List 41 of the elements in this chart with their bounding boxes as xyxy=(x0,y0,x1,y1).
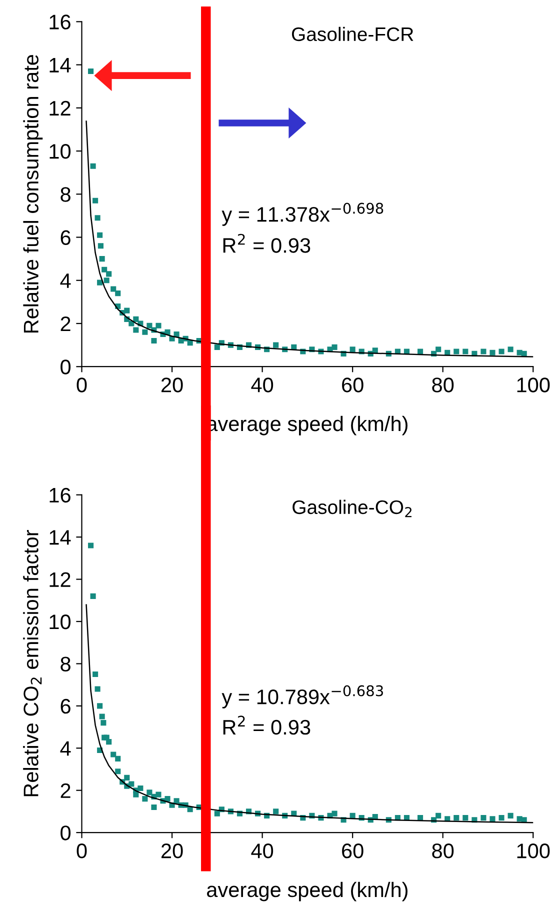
x-axis-title: average speed (km/h) xyxy=(207,882,408,902)
x-tick-label: 0 xyxy=(76,378,87,392)
y-tick-label: 4 xyxy=(60,274,71,288)
y-tick-label: 8 xyxy=(60,187,70,202)
chart-title: Gasoline-CO$_{2}$ xyxy=(292,500,412,518)
y-tick-label: 6 xyxy=(60,698,70,714)
y-tick-label: 12 xyxy=(50,572,70,587)
x-tick-label: 40 xyxy=(251,378,274,392)
x-tick-label: 80 xyxy=(432,844,454,858)
x-tick-label: 20 xyxy=(161,844,183,858)
y-tick-label: 2 xyxy=(60,783,70,798)
x-tick-label: 100 xyxy=(517,844,550,858)
y-tick-label: 0 xyxy=(60,360,71,374)
annotation: R$^{2}$ = 0.93 xyxy=(223,716,310,735)
y-axis-title: Relative CO$_{2}$ emission factor xyxy=(23,530,42,796)
y-tick-label: 16 xyxy=(50,14,70,30)
x-tick-label: 60 xyxy=(342,844,364,858)
y-tick-label: 14 xyxy=(50,530,71,545)
y-tick-label: 6 xyxy=(60,230,70,246)
y-tick-label: 0 xyxy=(60,826,71,840)
x-tick-label: 0 xyxy=(76,844,87,858)
y-tick-label: 2 xyxy=(60,316,70,332)
y-tick-label: 10 xyxy=(50,144,71,159)
annotation: R$^{2}$ = 0.93 xyxy=(223,234,310,253)
y-axis-title: Relative fuel consumption rate xyxy=(23,54,43,333)
x-tick-label: 60 xyxy=(342,378,364,392)
y-tick-label: 14 xyxy=(50,58,71,72)
y-tick-label: 12 xyxy=(50,100,70,116)
annotation: y = 11.378x$^{−0.698}$ xyxy=(222,202,384,226)
y-tick-label: 8 xyxy=(60,656,70,672)
y-tick-label: 10 xyxy=(50,614,71,630)
y-tick-label: 16 xyxy=(50,488,70,503)
y-tick-label: 4 xyxy=(60,741,71,756)
x-tick-label: 40 xyxy=(251,844,274,858)
annotation: y = 10.789x$^{−0.683}$ xyxy=(222,685,383,708)
x-tick-label: 100 xyxy=(517,378,550,392)
chart-title: Gasoline-FCR xyxy=(292,26,414,42)
x-tick-label: 20 xyxy=(161,378,183,392)
line-series xyxy=(86,604,534,824)
line-series xyxy=(86,120,534,358)
x-tick-label: 80 xyxy=(432,378,454,392)
